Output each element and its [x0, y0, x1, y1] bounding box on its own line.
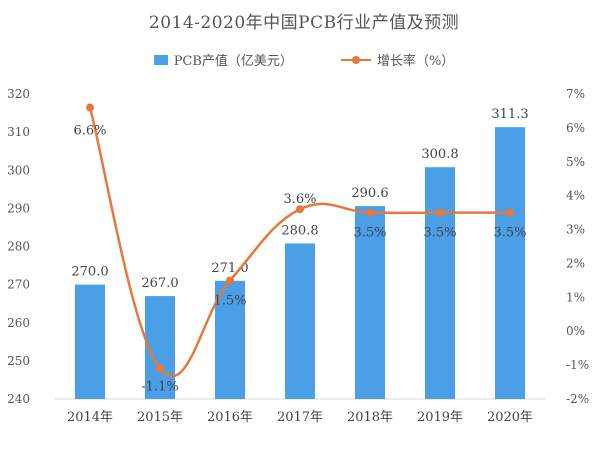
bar-data-label: 271.0 — [211, 261, 248, 276]
line-data-label: 3.6% — [283, 192, 316, 207]
bar-data-label: 267.0 — [141, 276, 178, 291]
y-right-tick-label: 4% — [566, 189, 585, 203]
y-left-tick-label: 320 — [7, 87, 30, 101]
bar-data-label: 290.6 — [351, 186, 388, 201]
bar — [425, 167, 455, 399]
y-right-tick-label: 5% — [566, 155, 585, 169]
legend: PCB产值（亿美元） 增长率（%） — [0, 50, 608, 69]
line-data-label: 6.6% — [73, 124, 106, 139]
bar — [495, 127, 525, 399]
legend-label-line: 增长率（%） — [376, 54, 455, 69]
y-left-tick-label: 240 — [7, 392, 30, 406]
growth-point — [366, 208, 374, 217]
line-data-label: 3.5% — [493, 226, 526, 241]
x-tick-label: 2017年 — [277, 410, 323, 425]
bar — [285, 243, 315, 399]
y-left-tick-label: 250 — [7, 354, 30, 368]
y-left-tick-label: 270 — [7, 278, 30, 292]
growth-point — [156, 364, 164, 373]
x-tick-label: 2016年 — [207, 410, 253, 425]
bar — [215, 280, 245, 399]
bar-data-label: 311.3 — [491, 107, 528, 122]
line-data-label: 3.5% — [353, 226, 386, 241]
legend-swatch-line — [340, 55, 371, 65]
y-left-tick-label: 300 — [7, 163, 30, 177]
y-left-tick-label: 310 — [7, 125, 30, 139]
y-left-tick-label: 280 — [7, 240, 30, 254]
bar — [75, 284, 105, 399]
growth-point — [226, 276, 234, 285]
x-tick-label: 2014年 — [67, 410, 113, 425]
y-right-tick-label: 3% — [566, 223, 585, 237]
y-right-tick-label: 1% — [566, 290, 585, 304]
y-left-tick-label: 260 — [7, 316, 30, 330]
y-right-tick-label: 7% — [566, 87, 585, 101]
growth-point — [506, 208, 514, 217]
x-tick-label: 2020年 — [487, 410, 533, 425]
growth-point — [86, 103, 94, 112]
y-right-tick-label: 2% — [566, 256, 585, 270]
x-tick-label: 2019年 — [417, 410, 463, 425]
legend-swatch-bar — [153, 54, 168, 65]
chart-title: 2014-2020年中国PCB行业产值及预测 — [148, 13, 460, 33]
growth-point — [296, 205, 304, 214]
bar — [355, 206, 385, 399]
y-right-tick-label: 0% — [566, 324, 585, 338]
bar-data-label: 280.8 — [281, 223, 318, 238]
x-tick-label: 2015年 — [137, 410, 183, 425]
legend-item-line: 增长率（%） — [340, 50, 455, 69]
y-left-tick-label: 290 — [7, 201, 30, 215]
line-data-label: -1.1% — [141, 380, 178, 395]
legend-label-bar: PCB产值（亿美元） — [173, 54, 293, 69]
y-right-tick-label: -1% — [566, 358, 589, 372]
y-right-tick-label: -2% — [566, 392, 589, 406]
legend-item-bar: PCB产值（亿美元） — [153, 50, 293, 69]
bar-data-label: 270.0 — [71, 265, 108, 280]
y-right-tick-label: 6% — [566, 121, 585, 135]
bar-data-label: 300.8 — [421, 147, 458, 162]
line-data-label: 3.5% — [423, 226, 456, 241]
line-data-label: 1.5% — [213, 293, 246, 308]
growth-point — [436, 208, 444, 217]
growth-line — [88, 107, 510, 378]
x-tick-label: 2018年 — [347, 410, 393, 425]
